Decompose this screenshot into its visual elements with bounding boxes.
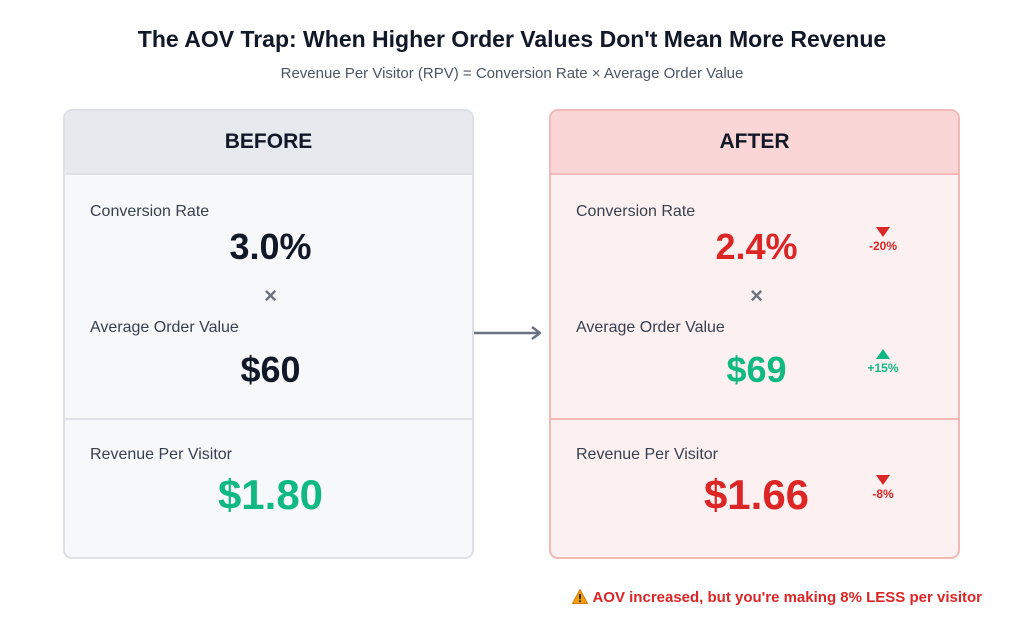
after-rpv-label: Revenue Per Visitor xyxy=(576,446,718,463)
after-conversion-change-text: -20% xyxy=(868,239,897,253)
after-aov-change-text: +15% xyxy=(867,361,899,375)
before-conversion-label: Conversion Rate xyxy=(90,203,210,220)
after-divider xyxy=(551,418,958,420)
arrow-right-icon xyxy=(474,326,542,340)
warning-icon xyxy=(572,589,589,604)
triangle-down-icon xyxy=(876,475,890,485)
after-heading: AFTER xyxy=(551,111,958,175)
before-panel: BEFORE Conversion Rate 3.0% × Average Or… xyxy=(63,109,474,559)
before-aov-value: $60 xyxy=(240,349,301,390)
after-panel: AFTER Conversion Rate 2.4% -20% × Averag… xyxy=(549,109,960,559)
triangle-down-icon xyxy=(876,227,890,237)
after-aov-label: Average Order Value xyxy=(576,319,725,336)
multiply-icon: × xyxy=(264,283,277,308)
warning-text: AOV increased, but you're making 8% LESS… xyxy=(592,589,982,606)
page-title: The AOV Trap: When Higher Order Values D… xyxy=(137,26,887,52)
after-rpv-change: -8% xyxy=(851,475,915,501)
after-aov-value: $69 xyxy=(726,349,787,390)
after-rpv-value: $1.66 xyxy=(703,471,810,518)
before-divider xyxy=(65,418,472,420)
before-aov-label: Average Order Value xyxy=(90,319,239,336)
after-aov-change: +15% xyxy=(851,349,915,375)
warning-message: AOV increased, but you're making 8% LESS… xyxy=(572,589,982,606)
after-rpv-change-text: -8% xyxy=(872,487,894,501)
multiply-icon: × xyxy=(750,283,763,308)
before-rpv-label: Revenue Per Visitor xyxy=(90,446,232,463)
before-conversion-value: 3.0% xyxy=(229,226,312,267)
after-conversion-value: 2.4% xyxy=(715,226,798,267)
page-subtitle: Revenue Per Visitor (RPV) = Conversion R… xyxy=(280,65,744,82)
after-conversion-label: Conversion Rate xyxy=(576,203,696,220)
triangle-up-icon xyxy=(876,349,890,359)
after-conversion-change: -20% xyxy=(851,227,915,253)
before-rpv-value: $1.80 xyxy=(217,471,324,518)
before-heading: BEFORE xyxy=(65,111,472,175)
